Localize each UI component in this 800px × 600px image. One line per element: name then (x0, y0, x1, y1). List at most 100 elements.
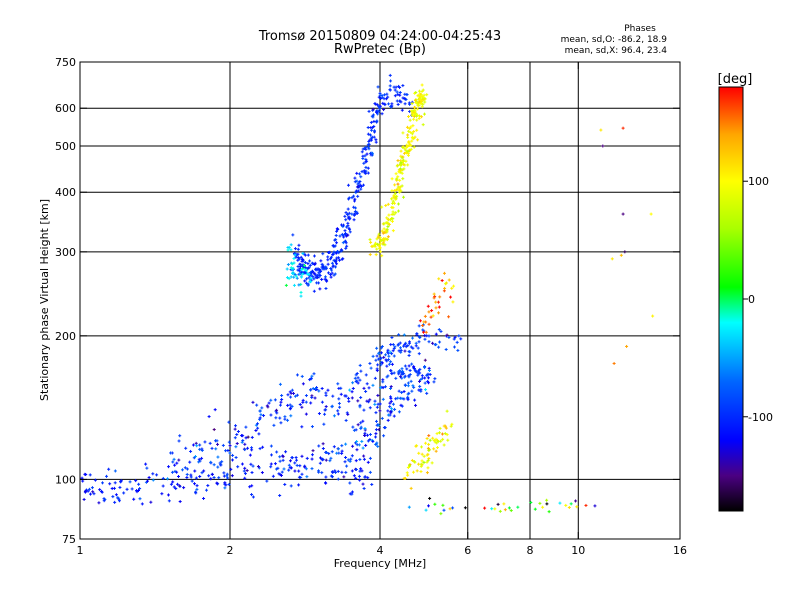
data-point (376, 444, 380, 448)
data-point (377, 423, 381, 427)
data-point (300, 267, 304, 271)
data-point (366, 143, 370, 147)
data-point (297, 469, 301, 473)
data-point (172, 485, 176, 489)
data-point (428, 372, 432, 376)
data-point (437, 345, 441, 349)
data-point (368, 253, 372, 257)
data-point (584, 503, 588, 507)
x-tick-label: 16 (673, 544, 687, 557)
data-point (420, 459, 424, 463)
data-point (419, 389, 423, 393)
data-point (81, 479, 85, 483)
data-point (402, 162, 406, 166)
data-point (317, 281, 321, 285)
x-tick-label: 4 (377, 544, 384, 557)
data-point (212, 476, 216, 480)
data-point (344, 246, 348, 250)
data-point (308, 378, 312, 382)
data-point (366, 132, 370, 136)
data-point (220, 460, 224, 464)
data-point (425, 437, 429, 441)
data-point (360, 469, 364, 473)
data-point (414, 341, 418, 345)
data-point (379, 356, 383, 360)
data-point (189, 473, 193, 477)
data-point (136, 488, 140, 492)
data-point (358, 478, 362, 482)
data-point (312, 289, 316, 293)
data-point (383, 426, 387, 430)
data-point (286, 403, 290, 407)
data-point (240, 434, 244, 438)
data-point (399, 154, 403, 158)
data-point (355, 443, 359, 447)
data-point (400, 156, 404, 160)
data-point (425, 471, 429, 475)
data-point (414, 114, 418, 118)
data-point (318, 268, 322, 272)
data-point (282, 467, 286, 471)
data-point (297, 257, 301, 261)
data-point (418, 92, 422, 96)
data-point (382, 108, 386, 112)
data-point (242, 469, 246, 473)
data-point (176, 482, 180, 486)
data-point (406, 344, 410, 348)
data-point (311, 262, 315, 266)
data-point (309, 401, 313, 405)
data-point (310, 271, 314, 275)
data-point (222, 471, 226, 475)
phase-stats-heading: Phases (624, 24, 656, 34)
data-point (429, 315, 433, 319)
data-point (378, 386, 382, 390)
data-point (377, 244, 381, 248)
data-point (235, 433, 239, 437)
data-point (306, 267, 310, 271)
data-point (374, 428, 378, 432)
data-point (310, 374, 314, 378)
data-point (412, 130, 416, 134)
data-point (407, 141, 411, 145)
data-point (336, 412, 340, 416)
data-point (377, 357, 381, 361)
data-point (376, 363, 380, 367)
data-point (397, 389, 401, 393)
data-point (352, 194, 356, 198)
data-point (373, 102, 377, 106)
data-point (414, 91, 418, 95)
data-point (190, 479, 194, 483)
data-point (292, 257, 296, 261)
data-point (404, 148, 408, 152)
data-point (392, 354, 396, 358)
data-point (447, 315, 451, 319)
data-point (411, 109, 415, 113)
data-point (309, 376, 313, 380)
data-point (272, 423, 276, 427)
data-point (386, 221, 390, 225)
data-point (424, 320, 428, 324)
data-point (327, 271, 331, 275)
data-point (204, 488, 208, 492)
data-point (442, 271, 446, 275)
data-point (311, 449, 315, 453)
data-point (380, 205, 384, 209)
data-point (330, 255, 334, 259)
data-point (321, 265, 325, 269)
data-point (306, 262, 310, 266)
data-point (298, 272, 302, 276)
data-point (399, 100, 403, 104)
data-point (401, 177, 405, 181)
data-point (244, 436, 248, 440)
data-point (322, 267, 326, 271)
data-point (101, 481, 105, 485)
data-point (442, 443, 446, 447)
data-point (369, 136, 373, 140)
data-point (303, 261, 307, 265)
data-point (459, 337, 463, 341)
data-point (114, 493, 118, 497)
data-point (417, 114, 421, 118)
data-point (380, 416, 384, 420)
data-point (361, 446, 365, 450)
data-point (359, 467, 363, 471)
